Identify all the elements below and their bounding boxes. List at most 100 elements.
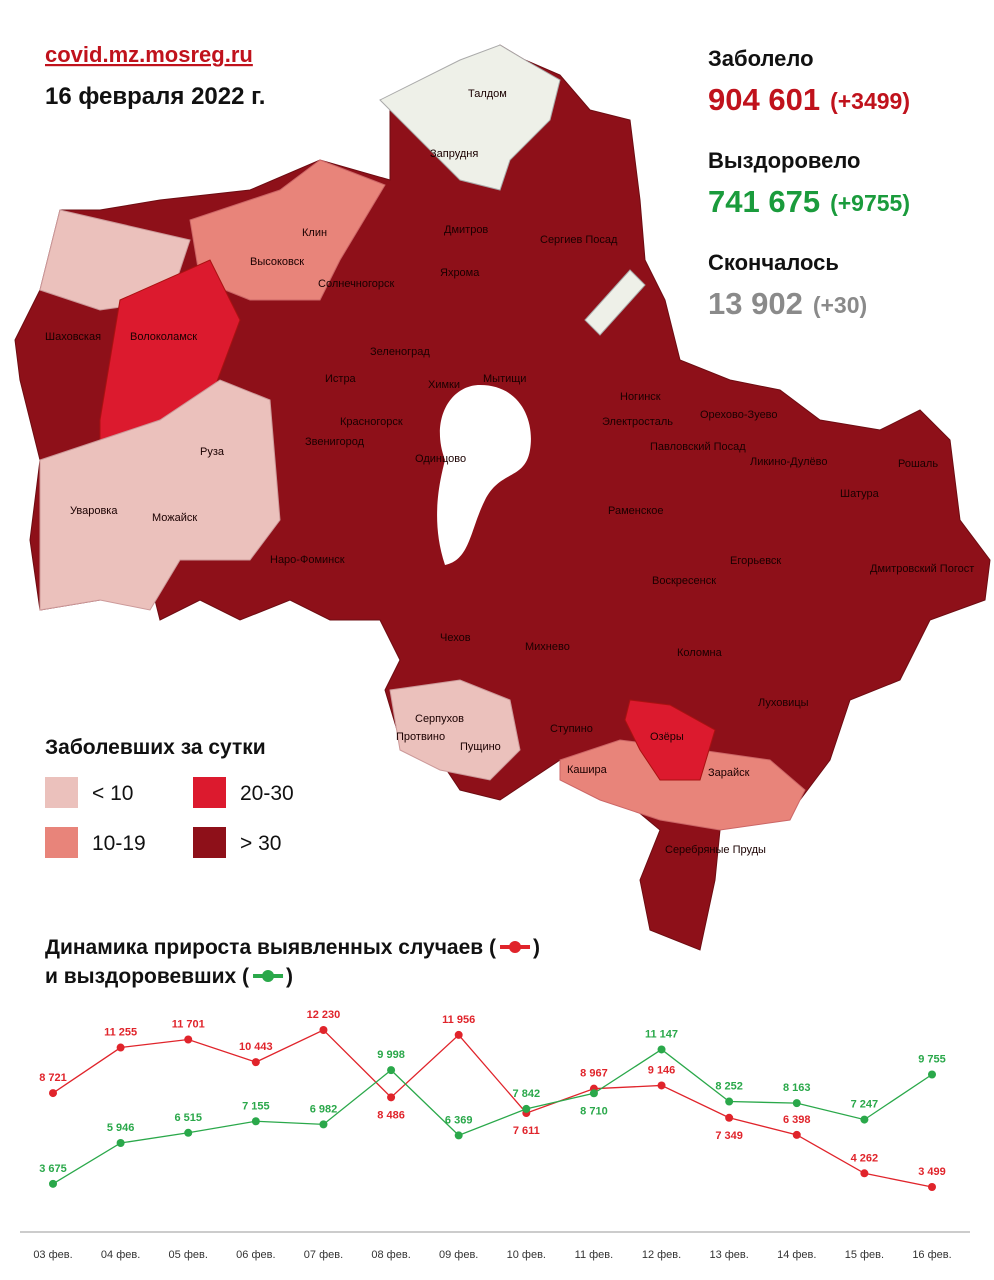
point	[251, 1117, 260, 1126]
town-label: Талдом	[468, 88, 507, 100]
town-label: Высоковск	[250, 256, 304, 268]
town-label: Ликино-Дулёво	[750, 456, 828, 468]
value-label: 10 443	[239, 1041, 273, 1053]
point	[116, 1138, 125, 1147]
value-label: 8 710	[580, 1105, 608, 1117]
town-label: Яхрома	[440, 267, 480, 279]
stat-delta: (+9755)	[830, 190, 910, 216]
point	[522, 1104, 531, 1113]
point	[49, 1089, 57, 1098]
x-tick-label: 16 фев.	[912, 1249, 951, 1261]
title-part: (	[242, 965, 249, 988]
series-line	[52, 1048, 933, 1185]
x-tick-label: 08 фев.	[371, 1249, 410, 1261]
town-label: Дмитровский Погост	[870, 563, 974, 575]
town-label: Протвино	[396, 731, 445, 743]
town-label: Егорьевск	[730, 555, 781, 567]
town-label: Волоколамск	[130, 331, 197, 343]
value-label: 8 252	[715, 1081, 743, 1093]
point	[184, 1128, 193, 1137]
value-label: 11 956	[442, 1014, 475, 1026]
town-label: Чехов	[440, 632, 471, 644]
town-label: Одинцово	[415, 453, 466, 465]
legend-label: 20-30	[240, 782, 294, 805]
town-label: Можайск	[152, 512, 197, 524]
map-legend: Заболевших за сутки < 10 10-19 20-30 > 30	[45, 736, 294, 858]
legend-swatch	[193, 777, 226, 808]
site: covid.mz.mosreg.ru	[45, 42, 253, 67]
point	[860, 1169, 869, 1178]
town-label: Воскресенск	[652, 575, 716, 587]
value-label: 8 486	[377, 1109, 405, 1121]
value-label: 6 515	[174, 1112, 202, 1124]
value-label: 7 155	[242, 1100, 270, 1112]
legend-title: Заболевших за сутки	[45, 736, 266, 759]
town-label: Клин	[302, 227, 327, 239]
value-label: 4 262	[851, 1152, 879, 1164]
stat-delta: (+30)	[813, 292, 867, 318]
value-label: 6 398	[783, 1114, 811, 1126]
town-label: Раменское	[608, 505, 664, 517]
point	[387, 1093, 396, 1102]
point	[319, 1120, 328, 1129]
x-tick-label: 15 фев.	[845, 1249, 884, 1261]
value-label: 11 147	[645, 1028, 678, 1040]
value-label: 8 721	[39, 1072, 67, 1084]
date: 16 февраля 2022 г.	[45, 83, 265, 110]
value-label: 12 230	[307, 1009, 341, 1021]
town-label: Луховицы	[758, 697, 809, 709]
value-label: 7 842	[513, 1088, 541, 1100]
title-part: (	[489, 936, 496, 959]
legend-label: > 30	[240, 832, 281, 855]
x-tick-label: 03 фев.	[33, 1249, 72, 1261]
town-label: Зарайск	[708, 767, 750, 779]
point	[725, 1113, 734, 1122]
point	[860, 1115, 869, 1124]
point	[454, 1131, 463, 1140]
x-tick-label: 09 фев.	[439, 1249, 478, 1261]
x-tick-label: 14 фев.	[777, 1249, 816, 1261]
title-part: выявленных случаев	[257, 936, 483, 959]
value-label: 7 247	[851, 1099, 879, 1111]
town-label: Химки	[428, 379, 460, 391]
town-label: Серпухов	[415, 713, 464, 725]
point	[251, 1058, 260, 1067]
x-tick-label: 04 фев.	[101, 1249, 140, 1261]
value-label: 7 611	[513, 1125, 540, 1137]
stat-value: 741 675	[708, 184, 820, 219]
town-label: Пущино	[460, 741, 501, 753]
point	[589, 1089, 598, 1098]
town-label: Уваровка	[70, 505, 118, 517]
x-tick-label: 11 фев.	[575, 1249, 614, 1261]
value-label: 7 349	[715, 1130, 743, 1142]
x-tick-label: 12 фев.	[642, 1249, 681, 1261]
town-label: Озёры	[650, 731, 684, 743]
town-label: Руза	[200, 446, 225, 458]
point	[387, 1066, 396, 1075]
town-label: Михнево	[525, 641, 570, 653]
header: covid.mz.mosreg.ru 16 февраля 2022 г.	[45, 42, 265, 110]
town-label: Павловский Посад	[650, 441, 746, 453]
stat-label: Скончалось	[708, 250, 839, 275]
point	[116, 1043, 125, 1052]
town-label: Кашира	[567, 764, 608, 776]
value-label: 6 369	[445, 1114, 473, 1126]
town-label: Шаховская	[45, 331, 101, 343]
point	[49, 1179, 57, 1188]
region-20-30	[624, 699, 716, 781]
town-labels: Талдом Запрудня Дмитров Сергиев Посад Клин Вы…	[45, 88, 974, 856]
x-tick-label: 07 фев.	[304, 1249, 343, 1261]
value-label: 9 998	[377, 1049, 405, 1061]
value-label: 3 675	[39, 1163, 67, 1175]
point	[657, 1081, 666, 1090]
town-label: Зеленоград	[370, 346, 430, 358]
value-label: 11 701	[172, 1019, 205, 1031]
chart-title: )	[533, 936, 540, 959]
region-under-10	[39, 379, 281, 611]
town-label: Красногорск	[340, 416, 403, 428]
town-label: Электросталь	[602, 416, 673, 428]
legend-label: < 10	[92, 782, 133, 805]
title-part: и	[45, 965, 58, 988]
town-label: Серебряные Пруды	[665, 844, 766, 856]
